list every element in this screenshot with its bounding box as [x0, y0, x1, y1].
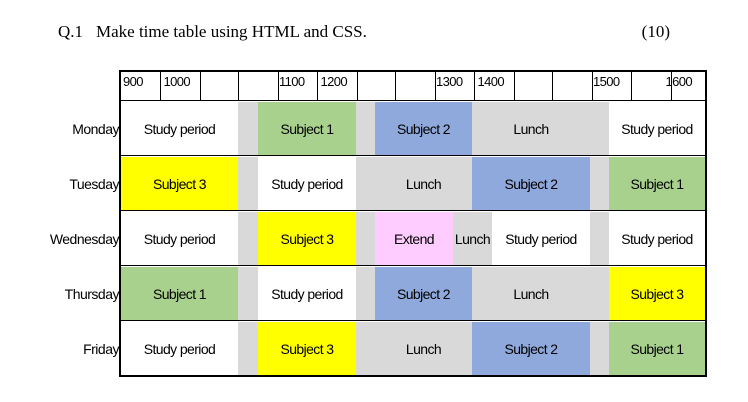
lunch-cell: Lunch [375, 157, 472, 210]
lunch-cell: Lunch [472, 267, 590, 320]
hour-divider [278, 72, 279, 100]
half-hour-tick [317, 72, 318, 100]
study-period-cell: Study period [609, 102, 705, 155]
extend-cell: Extend [375, 212, 453, 265]
hour-divider [357, 72, 358, 100]
timetable: 900 1000 1100 1200 1300 1400 1500 1600 Study pe… [49, 70, 708, 378]
subject-1-cell: Subject 1 [258, 102, 356, 155]
time-label-1000: 1000 [163, 74, 191, 89]
break-cell [356, 212, 375, 265]
day-label-friday: Friday [83, 340, 119, 357]
subject-1-cell: Subject 1 [609, 322, 705, 375]
break-cell [238, 267, 258, 320]
day-label-tuesday: Tuesday [69, 175, 119, 192]
day-label-monday: Monday [72, 120, 119, 137]
question-number: Q.1 [58, 22, 84, 41]
hour-divider [435, 72, 436, 100]
half-hour-tick [160, 72, 161, 100]
study-period-cell: Study period [609, 212, 705, 265]
subject-3-cell: Subject 3 [258, 212, 356, 265]
question-marks: (10) [641, 22, 670, 41]
row-separator [121, 210, 705, 211]
subject-2-cell: Subject 2 [472, 157, 590, 210]
break-cell [238, 102, 258, 155]
break-cell [238, 157, 258, 210]
study-period-cell: Study period [492, 212, 590, 265]
break-cell [356, 102, 375, 155]
day-label-wednesday: Wednesday [49, 230, 120, 247]
study-period-cell: Study period [258, 267, 356, 320]
subject-3-cell: Subject 3 [609, 267, 705, 320]
break-cell [356, 157, 375, 210]
break-cell [356, 267, 375, 320]
subject-2-cell: Subject 2 [472, 322, 590, 375]
break-cell [590, 102, 609, 155]
break-cell [590, 157, 609, 210]
study-period-cell: Study period [121, 102, 238, 155]
break-cell [356, 322, 375, 375]
break-cell [590, 267, 609, 320]
hour-divider [200, 72, 201, 100]
half-hour-tick [631, 72, 632, 100]
lunch-cell: Lunch [453, 212, 492, 265]
hour-divider [592, 72, 593, 100]
question-text: Make time table using HTML and CSS. [96, 22, 367, 41]
subject-1-cell: Subject 1 [609, 157, 705, 210]
subject-3-cell: Subject 3 [121, 157, 238, 210]
subject-1-cell: Subject 1 [121, 267, 238, 320]
break-cell [238, 322, 258, 375]
time-label-900: 900 [123, 74, 143, 89]
break-cell [238, 212, 258, 265]
half-hour-tick [395, 72, 396, 100]
break-cell [590, 212, 609, 265]
row-separator [121, 155, 705, 156]
half-hour-tick [671, 72, 672, 100]
half-hour-tick [474, 72, 475, 100]
half-hour-tick [552, 72, 553, 100]
study-period-cell: Study period [258, 157, 356, 210]
study-period-cell: Study period [121, 322, 238, 375]
timetable-grid: 900 1000 1100 1200 1300 1400 1500 1600 Study pe… [119, 70, 707, 377]
subject-2-cell: Subject 2 [375, 102, 472, 155]
time-label-1400: 1400 [477, 74, 505, 89]
hour-divider [514, 72, 515, 100]
time-label-1100: 1100 [279, 74, 305, 89]
time-label-1200: 1200 [320, 74, 348, 89]
study-period-cell: Study period [121, 212, 238, 265]
day-label-thursday: Thursday [64, 285, 120, 302]
time-label-1600: 1600 [665, 74, 692, 89]
row-separator [121, 320, 705, 321]
lunch-cell: Lunch [472, 102, 590, 155]
time-label-1500: 1500 [593, 74, 620, 89]
half-hour-tick [238, 72, 239, 100]
subject-3-cell: Subject 3 [258, 322, 356, 375]
row-separator [121, 265, 705, 266]
lunch-cell: Lunch [375, 322, 472, 375]
time-header-row: 900 1000 1100 1200 1300 1400 1500 1600 [121, 72, 705, 101]
break-cell [590, 322, 609, 375]
subject-2-cell: Subject 2 [375, 267, 472, 320]
time-label-1300: 1300 [436, 74, 463, 89]
